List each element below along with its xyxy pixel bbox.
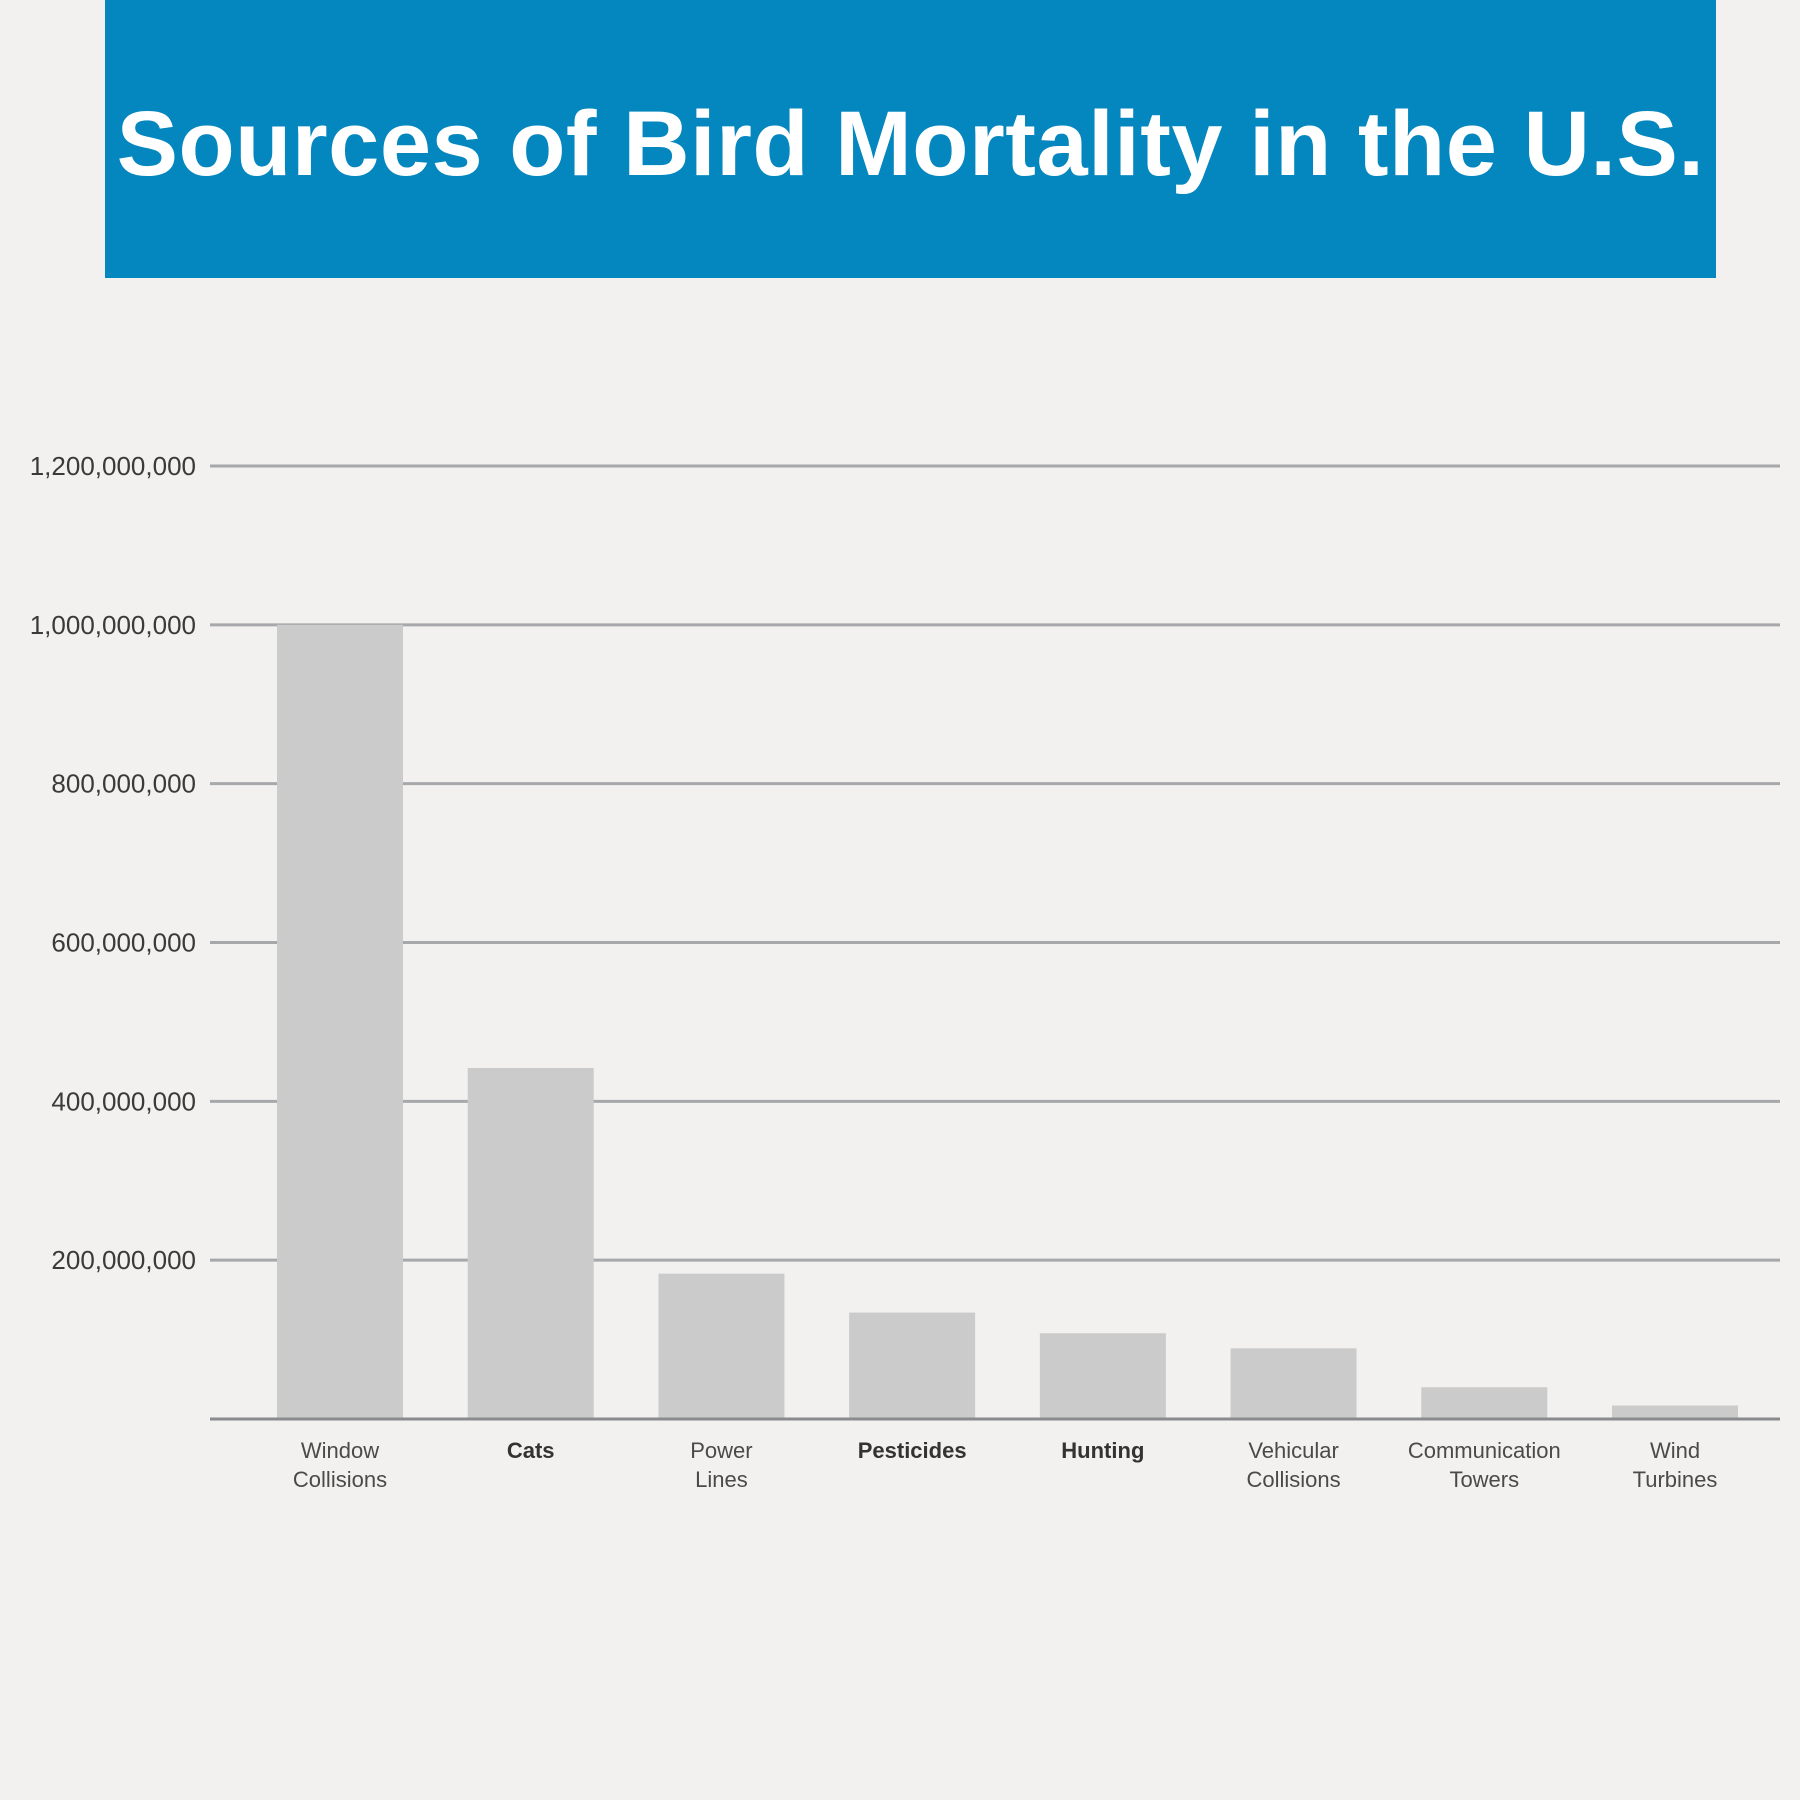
bar	[1612, 1405, 1738, 1419]
x-tick-label: Collisions	[1246, 1467, 1340, 1492]
x-tick-label: Collisions	[293, 1467, 387, 1492]
y-tick-label: 800,000,000	[51, 769, 196, 799]
x-tick-label: Pesticides	[858, 1438, 967, 1463]
x-tick-label: Vehicular	[1248, 1438, 1339, 1463]
y-tick-label: 600,000,000	[51, 928, 196, 958]
bar	[658, 1273, 785, 1419]
x-tick-label: Wind	[1650, 1438, 1700, 1463]
bar	[1230, 1348, 1357, 1419]
x-tick-label: Power	[690, 1438, 752, 1463]
x-tick-label: Hunting	[1061, 1438, 1144, 1463]
chart-title: Sources of Bird Mortality in the U.S.	[116, 92, 1705, 195]
y-tick-label: 400,000,000	[51, 1086, 196, 1116]
x-tick-label: Cats	[507, 1438, 555, 1463]
x-tick-label: Communication	[1408, 1438, 1561, 1463]
bar	[277, 624, 403, 1419]
x-tick-label: Window	[301, 1438, 379, 1463]
x-tick-label: Turbines	[1633, 1467, 1718, 1492]
x-tick-label: Towers	[1449, 1467, 1519, 1492]
bar	[1421, 1387, 1548, 1419]
y-tick-label: 1,000,000,000	[30, 610, 196, 640]
title-banner: Sources of Bird Mortality in the U.S.	[105, 0, 1716, 278]
y-tick-label: 1,200,000,000	[30, 451, 196, 481]
x-tick-label: Lines	[695, 1467, 748, 1492]
bar	[467, 1067, 594, 1419]
bar	[1039, 1333, 1166, 1419]
y-tick-label: 200,000,000	[51, 1245, 196, 1275]
bar	[849, 1312, 976, 1419]
